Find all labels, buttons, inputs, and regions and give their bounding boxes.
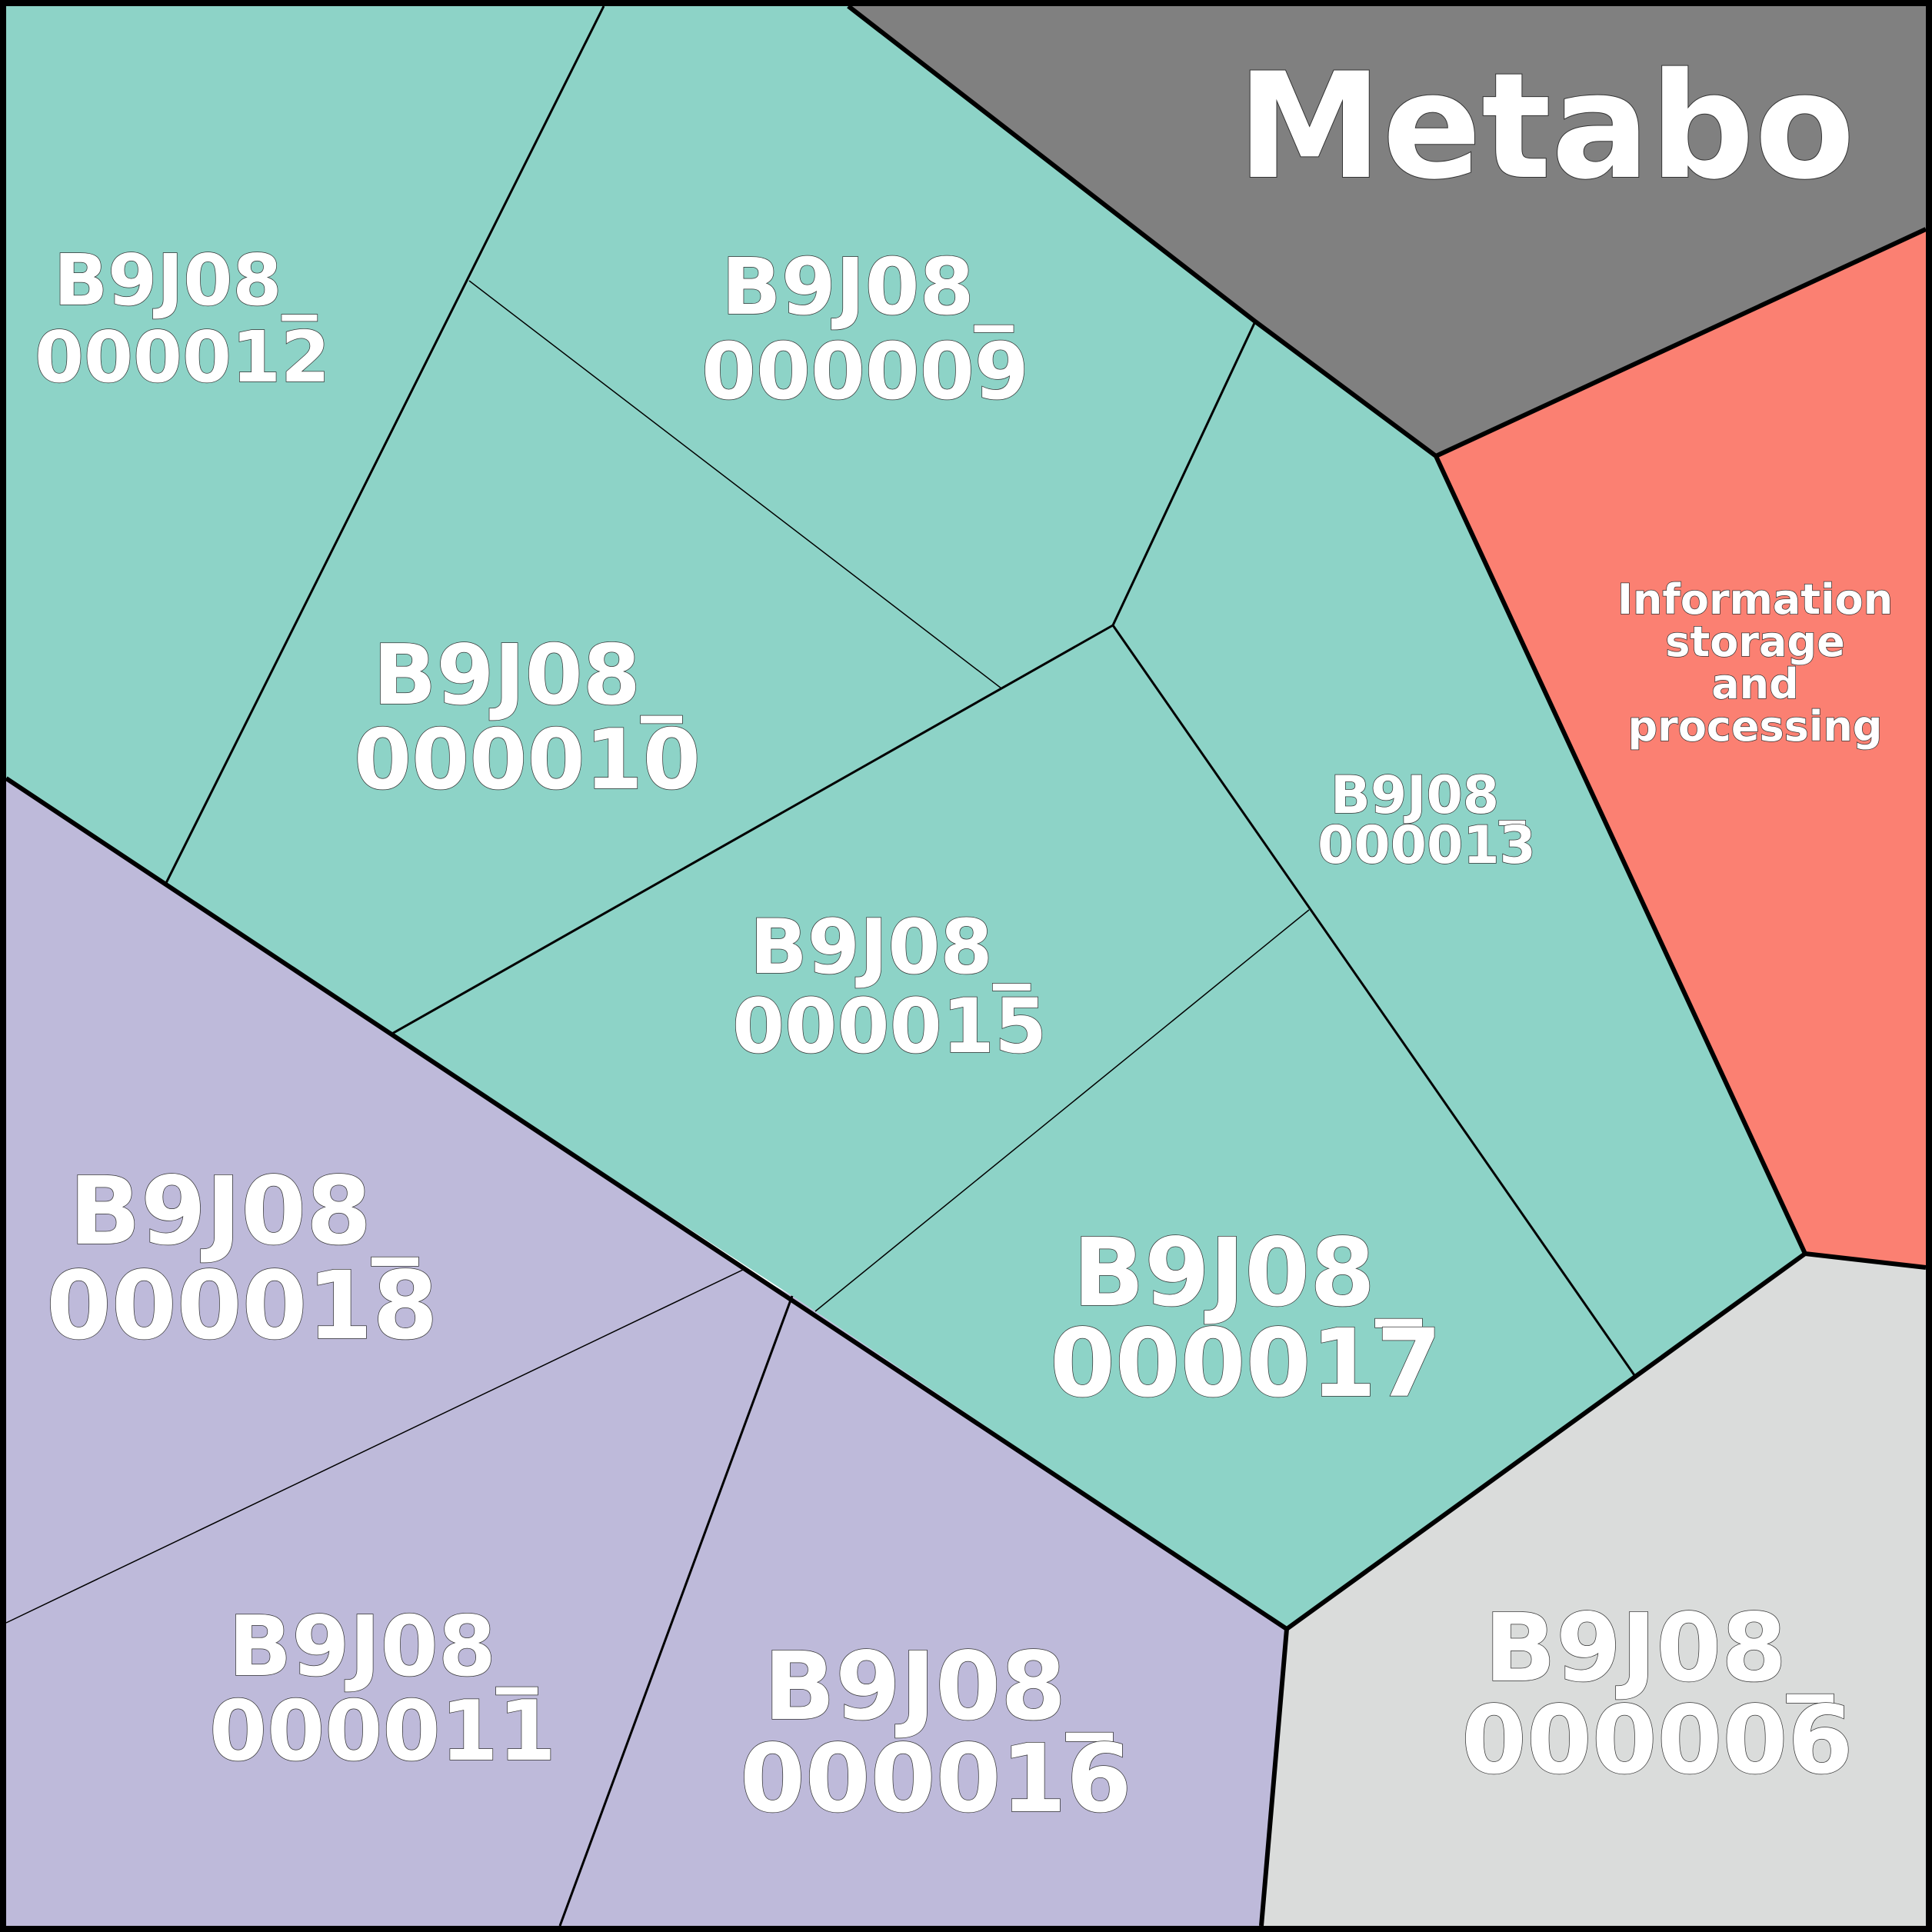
svg-text:storage: storage	[1665, 618, 1844, 666]
svg-text:B9J08_: B9J08_	[750, 904, 1031, 991]
svg-text:000009: 000009	[701, 326, 1029, 418]
svg-text:and: and	[1711, 660, 1799, 708]
cell-label-000006: B9J08_ 000006	[1461, 1593, 1854, 1796]
svg-text:B9J08_: B9J08_	[69, 1157, 418, 1266]
svg-text:B9J08_: B9J08_	[764, 1632, 1113, 1741]
region-info-label: Information storage and processing	[1617, 575, 1894, 751]
cell-label-000015: B9J08_ 000015	[731, 903, 1048, 1071]
region-metabo	[848, 6, 1926, 456]
svg-text:processing: processing	[1628, 702, 1883, 751]
cell-000018[interactable]	[6, 778, 744, 1623]
cell-000006[interactable]	[1261, 1254, 1926, 1926]
svg-text:B9J08_: B9J08_	[1331, 765, 1525, 826]
cell-label-000012: B9J08_ 000012	[34, 238, 331, 399]
svg-text:000011: 000011	[209, 1684, 556, 1780]
cell-000009[interactable]	[469, 6, 1255, 688]
cell-label-000011: B9J08_ 000011	[208, 1598, 556, 1780]
svg-text:000006: 000006	[1461, 1686, 1853, 1795]
svg-text:000013: 000013	[1317, 815, 1536, 876]
svg-text:000015: 000015	[732, 983, 1047, 1071]
svg-text:B9J08_: B9J08_	[721, 242, 1014, 333]
cell-borders	[5, 5, 1636, 1927]
svg-text:000012: 000012	[35, 316, 330, 398]
svg-text:000018: 000018	[46, 1251, 438, 1361]
svg-text:B9J08_: B9J08_	[54, 239, 317, 321]
cell-label-000010: B9J08_ 000010	[353, 627, 701, 809]
cell-label-000016: B9J08_ 000016	[739, 1631, 1132, 1834]
svg-text:000016: 000016	[740, 1724, 1131, 1834]
cell-000016[interactable]	[560, 1296, 1287, 1926]
svg-text:Information: Information	[1617, 575, 1893, 624]
svg-text:B9J08_: B9J08_	[1484, 1594, 1834, 1703]
cell-000010[interactable]	[165, 281, 1001, 1034]
cell-000013[interactable]	[1113, 321, 1805, 1375]
cell-label-000018: B9J08_ 000018	[45, 1156, 438, 1361]
cell-000011[interactable]	[6, 1269, 792, 1926]
svg-text:B9J08_: B9J08_	[1073, 1218, 1422, 1327]
cell-000015[interactable]	[391, 625, 1309, 1311]
cell-label-000013: B9J08_ 000013	[1317, 764, 1536, 877]
region-borders	[5, 4, 1927, 1927]
svg-text:B9J08_: B9J08_	[228, 1599, 538, 1695]
cell-000012[interactable]	[6, 6, 604, 884]
svg-text:B9J08_: B9J08_	[373, 628, 682, 724]
cell-label-000017: B9J08_ 000017	[1049, 1217, 1442, 1419]
cell-label-000009: B9J08_ 000009	[701, 241, 1029, 418]
svg-text:000017: 000017	[1050, 1309, 1441, 1418]
region-title: Metabo	[1237, 42, 1855, 212]
region-information-storage[interactable]	[1436, 229, 1926, 1267]
svg-text:000010: 000010	[354, 712, 701, 808]
